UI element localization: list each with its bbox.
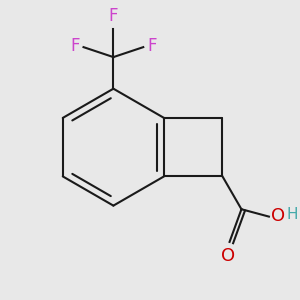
Text: F: F — [70, 37, 80, 55]
Text: O: O — [271, 207, 285, 225]
Text: H: H — [286, 207, 298, 222]
Text: F: F — [147, 37, 157, 55]
Text: F: F — [109, 7, 118, 25]
Text: O: O — [221, 247, 235, 265]
